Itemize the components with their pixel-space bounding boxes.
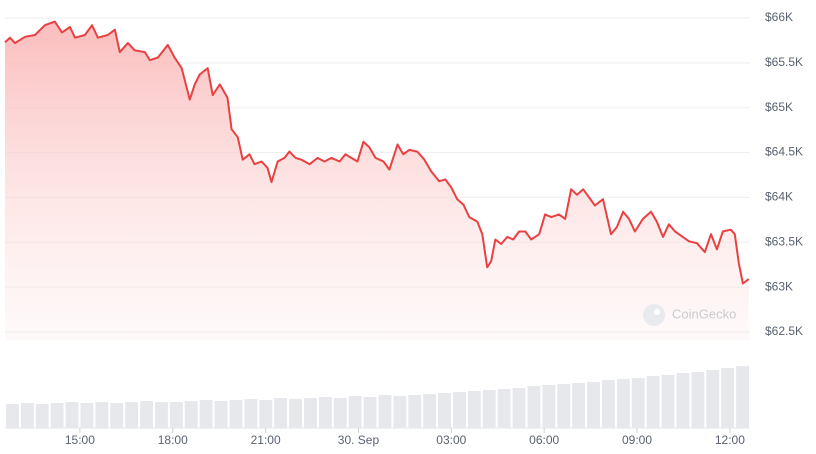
volume-bar	[497, 389, 511, 428]
volume-bar	[110, 403, 124, 428]
volume-bar	[661, 375, 675, 428]
volume-bar	[706, 370, 720, 428]
volume-bar	[35, 404, 49, 428]
y-tick-label: $62.5K	[765, 324, 803, 338]
volume-bar	[363, 397, 377, 428]
volume-bar	[214, 401, 228, 428]
volume-bar	[169, 402, 183, 428]
x-tick-label: 12:00	[715, 433, 745, 447]
volume-bar	[274, 398, 288, 428]
price-area	[5, 21, 749, 340]
x-tick-label: 06:00	[529, 433, 559, 447]
watermark: CoinGecko	[672, 306, 736, 321]
volume-bar	[140, 401, 153, 428]
watermark-group: CoinGecko	[643, 304, 736, 326]
axes: $62.5K $63K $63.5K $64K $64.5K $65K $65.5K $66K…	[65, 10, 803, 447]
y-tick-label: $65.5K	[765, 55, 803, 69]
volume-bar	[393, 396, 407, 428]
volume-bar	[438, 393, 451, 428]
y-tick-label: $65K	[765, 100, 793, 114]
volume-bar	[184, 401, 198, 428]
y-tick-label: $63K	[765, 279, 793, 293]
volume-bar	[572, 383, 586, 428]
volume-bar	[616, 379, 630, 428]
y-tick-label: $66K	[765, 10, 793, 24]
volume-bar	[80, 403, 94, 428]
volume-bar	[65, 402, 79, 428]
x-tick-label: 03:00	[436, 433, 466, 447]
volume-bar	[602, 380, 615, 428]
y-tick-label: $63.5K	[765, 234, 803, 248]
volume-bar	[467, 391, 481, 428]
volume-bar	[50, 403, 64, 428]
volume-bar	[646, 376, 660, 428]
volume-bar	[155, 402, 168, 428]
volume-bar	[348, 396, 362, 428]
volume-bar	[259, 400, 273, 428]
volume-bar	[423, 394, 437, 428]
price-line	[4, 20, 750, 285]
volume-bar	[199, 400, 213, 428]
x-tick-label: 15:00	[65, 433, 95, 447]
x-tick-label: 21:00	[251, 433, 281, 447]
volume-bar	[244, 399, 258, 428]
volume-bar	[378, 395, 392, 428]
volume-bar	[542, 385, 556, 428]
volume-bar	[736, 366, 749, 428]
watermark-logo	[643, 304, 665, 326]
volume-bar	[527, 386, 541, 428]
volume-bar	[318, 397, 332, 428]
volume-bar	[304, 398, 317, 428]
volume-bar	[229, 400, 243, 428]
volume-bar	[512, 388, 526, 428]
volume-bar	[289, 399, 302, 428]
volume-bar	[721, 368, 735, 428]
volume-bar	[587, 382, 600, 428]
volume-bar	[408, 395, 422, 428]
x-tick-label: 18:00	[158, 433, 188, 447]
volume-bar	[691, 372, 705, 428]
volume-bar	[125, 402, 139, 428]
volume-bar	[482, 390, 496, 428]
watermark-logo-eye	[654, 309, 660, 315]
volume-bar	[631, 378, 645, 428]
volume-bar	[6, 404, 19, 428]
volume-bar	[676, 373, 690, 428]
volume-bar	[557, 384, 571, 428]
y-tick-label: $64K	[765, 190, 793, 204]
x-tick-label: 30. Sep	[338, 433, 380, 447]
volume	[6, 366, 749, 428]
volume-bar	[333, 398, 347, 428]
y-tick-label: $64.5K	[765, 145, 803, 159]
volume-bar	[95, 402, 109, 428]
volume-bar	[453, 392, 466, 428]
volume-bar	[20, 403, 34, 428]
x-tick-label: 09:00	[622, 433, 652, 447]
plot	[4, 20, 750, 340]
